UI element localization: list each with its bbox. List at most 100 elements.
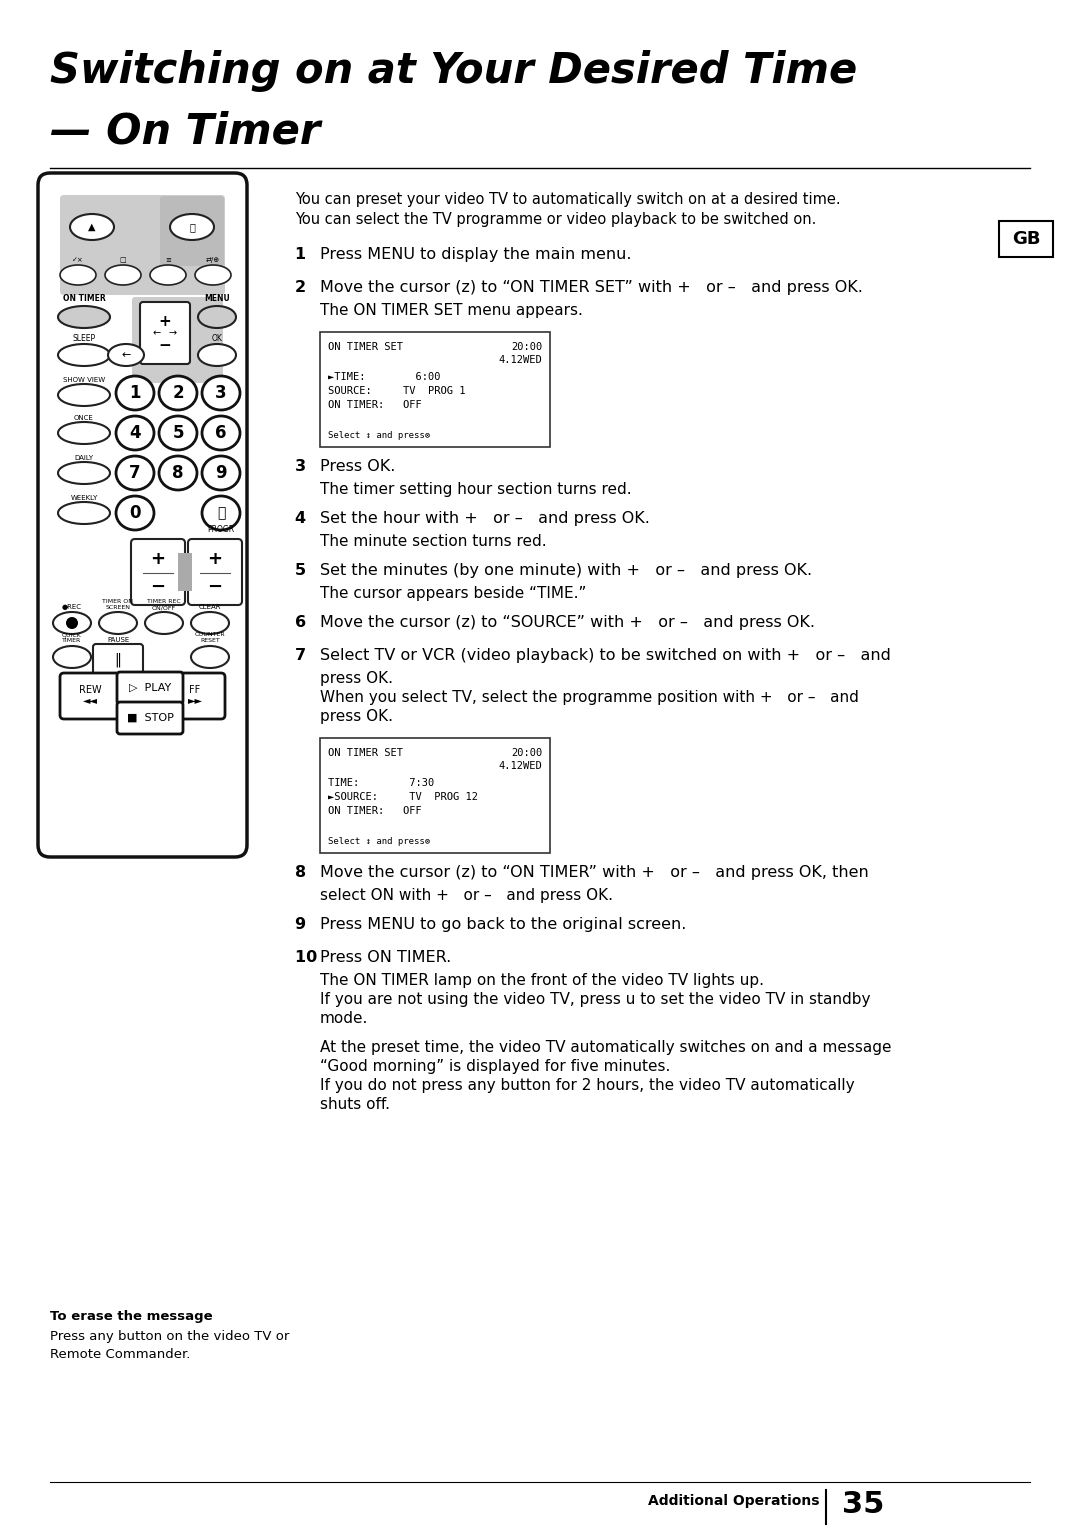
Text: The timer setting hour section turns red.: The timer setting hour section turns red… xyxy=(320,481,632,497)
Bar xyxy=(178,553,192,591)
Ellipse shape xyxy=(116,376,154,410)
Ellipse shape xyxy=(202,416,240,451)
FancyBboxPatch shape xyxy=(165,672,225,720)
Text: 6: 6 xyxy=(215,423,227,442)
Ellipse shape xyxy=(191,613,229,634)
Text: TIME:        7:30: TIME: 7:30 xyxy=(328,778,434,788)
Text: Move the cursor (z) to “ON TIMER SET” with +   or –   and press OK.: Move the cursor (z) to “ON TIMER SET” wi… xyxy=(320,280,863,295)
Text: ON TIMER:   OFF: ON TIMER: OFF xyxy=(328,400,422,410)
FancyBboxPatch shape xyxy=(188,539,242,605)
Text: Press ON TIMER.: Press ON TIMER. xyxy=(320,950,451,966)
Text: Move the cursor (z) to “SOURCE” with +   or –   and press OK.: Move the cursor (z) to “SOURCE” with + o… xyxy=(320,614,815,630)
FancyBboxPatch shape xyxy=(93,643,143,675)
Ellipse shape xyxy=(116,497,154,530)
Ellipse shape xyxy=(195,264,231,286)
Text: 0: 0 xyxy=(130,504,140,523)
Text: ⏻: ⏻ xyxy=(189,222,194,232)
Text: The minute section turns red.: The minute section turns red. xyxy=(320,533,546,549)
Text: Set the hour with +   or –   and press OK.: Set the hour with + or – and press OK. xyxy=(320,510,650,526)
Text: ■  STOP: ■ STOP xyxy=(126,714,174,723)
Text: 2: 2 xyxy=(172,384,184,402)
FancyBboxPatch shape xyxy=(140,303,190,364)
Text: 10: 10 xyxy=(295,950,323,966)
Text: press OK.: press OK. xyxy=(320,709,393,724)
Text: ●REC: ●REC xyxy=(62,604,82,610)
Text: ▷  PLAY: ▷ PLAY xyxy=(129,683,171,694)
Text: Press any button on the video TV or: Press any button on the video TV or xyxy=(50,1329,289,1343)
Text: PROGR: PROGR xyxy=(207,526,234,533)
Text: ✓×: ✓× xyxy=(72,257,84,263)
Ellipse shape xyxy=(198,306,237,329)
FancyBboxPatch shape xyxy=(117,672,183,704)
Text: COUNTER
RESET: COUNTER RESET xyxy=(194,633,226,643)
Text: 9: 9 xyxy=(215,465,227,481)
Text: TIMER ON
SCREEN: TIMER ON SCREEN xyxy=(103,599,134,610)
Text: DAILY: DAILY xyxy=(75,455,94,461)
Text: SOURCE:     TV  PROG 1: SOURCE: TV PROG 1 xyxy=(328,387,465,396)
Text: ←: ← xyxy=(153,329,161,338)
Text: ON TIMER: ON TIMER xyxy=(63,293,106,303)
Text: ⓘ: ⓘ xyxy=(217,506,226,520)
Ellipse shape xyxy=(116,455,154,490)
Text: −: − xyxy=(207,578,222,596)
Text: □: □ xyxy=(120,257,126,263)
FancyBboxPatch shape xyxy=(132,296,222,384)
Text: OK: OK xyxy=(212,335,222,342)
Ellipse shape xyxy=(60,264,96,286)
Text: Select TV or VCR (video playback) to be switched on with +   or –   and: Select TV or VCR (video playback) to be … xyxy=(320,648,891,663)
Text: ONCE: ONCE xyxy=(75,416,94,422)
Text: WEEKLY: WEEKLY xyxy=(70,495,97,501)
Text: 35: 35 xyxy=(842,1490,885,1519)
Text: Select ↕ and press⊗: Select ↕ and press⊗ xyxy=(328,837,430,847)
Text: The cursor appears beside “TIME.”: The cursor appears beside “TIME.” xyxy=(320,587,586,601)
Text: ▲: ▲ xyxy=(89,222,96,232)
Text: Press MENU to display the main menu.: Press MENU to display the main menu. xyxy=(320,248,632,261)
Text: ≡: ≡ xyxy=(165,257,171,263)
Text: ON TIMER SET: ON TIMER SET xyxy=(328,342,403,351)
FancyBboxPatch shape xyxy=(38,173,247,857)
Text: At the preset time, the video TV automatically switches on and a message: At the preset time, the video TV automat… xyxy=(320,1041,891,1054)
Text: 3: 3 xyxy=(215,384,227,402)
Text: 3: 3 xyxy=(295,458,318,474)
Ellipse shape xyxy=(159,376,197,410)
Text: Move the cursor (z) to “ON TIMER” with +   or –   and press OK, then: Move the cursor (z) to “ON TIMER” with +… xyxy=(320,865,868,880)
Text: SLEEP: SLEEP xyxy=(72,335,95,342)
Text: You can preset your video TV to automatically switch on at a desired time.: You can preset your video TV to automati… xyxy=(295,193,840,206)
Text: The ON TIMER lamp on the front of the video TV lights up.: The ON TIMER lamp on the front of the vi… xyxy=(320,973,764,989)
Text: +: + xyxy=(207,550,222,568)
FancyBboxPatch shape xyxy=(60,196,225,295)
Text: — On Timer: — On Timer xyxy=(50,110,321,151)
Text: Set the minutes (by one minute) with +   or –   and press OK.: Set the minutes (by one minute) with + o… xyxy=(320,562,812,578)
Text: 4.12WED: 4.12WED xyxy=(498,354,542,365)
Ellipse shape xyxy=(202,497,240,530)
Text: Press MENU to go back to the original screen.: Press MENU to go back to the original sc… xyxy=(320,917,687,932)
FancyBboxPatch shape xyxy=(117,701,183,733)
Ellipse shape xyxy=(145,613,183,634)
Text: 7: 7 xyxy=(295,648,318,663)
Text: Press OK.: Press OK. xyxy=(320,458,395,474)
Ellipse shape xyxy=(202,376,240,410)
Bar xyxy=(320,332,550,448)
Text: If you are not using the video TV, press u to set the video TV in standby: If you are not using the video TV, press… xyxy=(320,992,870,1007)
Text: You can select the TV programme or video playback to be switched on.: You can select the TV programme or video… xyxy=(295,212,816,228)
Ellipse shape xyxy=(58,384,110,406)
Ellipse shape xyxy=(198,344,237,367)
Ellipse shape xyxy=(58,503,110,524)
Text: →: → xyxy=(168,329,177,338)
Text: 4: 4 xyxy=(130,423,140,442)
Text: FF
►►: FF ►► xyxy=(188,685,203,704)
Text: 20:00: 20:00 xyxy=(511,749,542,758)
Text: shuts off.: shuts off. xyxy=(320,1097,390,1112)
Text: Switching on at Your Desired Time: Switching on at Your Desired Time xyxy=(50,50,858,92)
Text: The ON TIMER SET menu appears.: The ON TIMER SET menu appears. xyxy=(320,303,583,318)
Ellipse shape xyxy=(58,306,110,329)
Ellipse shape xyxy=(53,613,91,634)
Text: 5: 5 xyxy=(295,562,318,578)
Ellipse shape xyxy=(70,214,114,240)
Text: ON TIMER:   OFF: ON TIMER: OFF xyxy=(328,805,422,816)
FancyBboxPatch shape xyxy=(131,539,185,605)
Text: +: + xyxy=(150,550,165,568)
Text: Remote Commander.: Remote Commander. xyxy=(50,1348,190,1361)
Text: press OK.: press OK. xyxy=(320,671,393,686)
Ellipse shape xyxy=(202,455,240,490)
